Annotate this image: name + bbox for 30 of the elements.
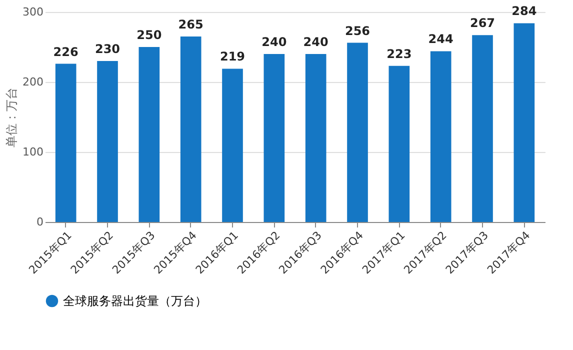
bar: [97, 61, 118, 222]
bar: [55, 64, 76, 222]
bar: [138, 47, 160, 222]
bar: [347, 42, 368, 222]
legend-label: 全球服务器出货量（万台）: [63, 294, 207, 308]
data-label: 223: [386, 46, 412, 61]
data-label: 226: [53, 44, 78, 59]
bar: [430, 51, 452, 222]
data-label: 267: [470, 16, 496, 30]
bar: [514, 23, 535, 222]
data-label: 230: [94, 42, 120, 56]
data-label: 240: [303, 35, 328, 49]
bar: [472, 35, 493, 222]
data-label: 240: [262, 35, 287, 49]
data-label: 256: [344, 24, 370, 38]
data-label: 219: [220, 50, 246, 64]
y-tick-label: 0: [36, 216, 44, 228]
data-label: 265: [178, 18, 204, 32]
bar: [222, 68, 243, 222]
y-tick-label: 100: [22, 146, 44, 158]
y-axis-title: 单位：万台: [4, 88, 19, 148]
data-label: 284: [512, 4, 537, 18]
data-label: 250: [136, 28, 162, 42]
bar: [264, 54, 285, 222]
bar: [180, 36, 202, 222]
y-tick-label: 300: [22, 6, 44, 18]
y-tick-label: 200: [22, 76, 44, 88]
bar: [388, 66, 410, 222]
data-label: 244: [428, 32, 454, 46]
bar: [305, 54, 326, 222]
